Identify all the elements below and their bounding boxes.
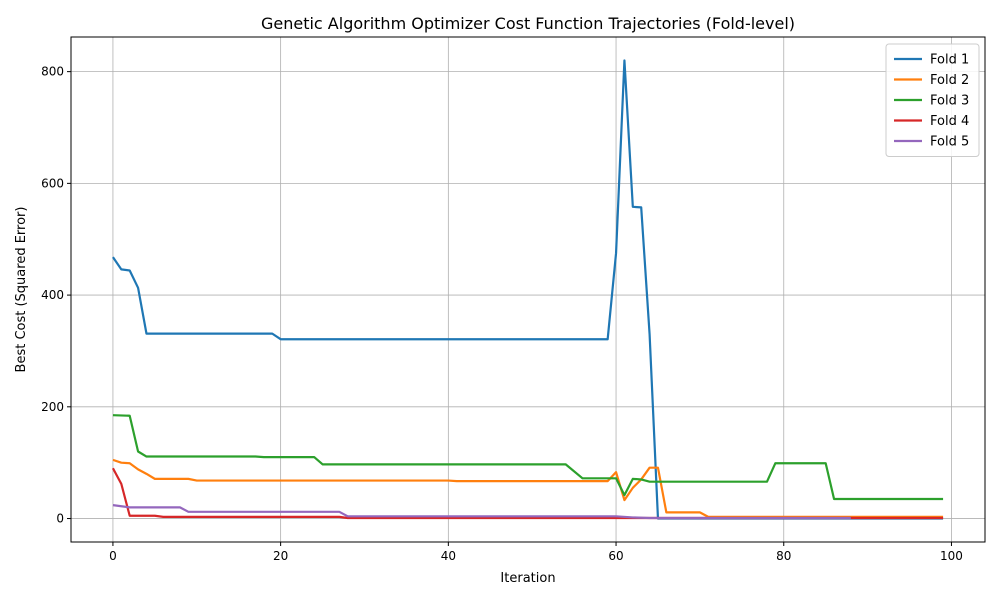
legend: Fold 1 Fold 2 Fold 3 Fold 4 Fold 5 [885, 43, 980, 157]
legend-entry: Fold 1 [930, 53, 969, 68]
x-tick-label: 100 [940, 549, 963, 563]
y-tick-label: 600 [41, 176, 64, 190]
grid [71, 37, 985, 542]
y-tick-label: 800 [41, 65, 64, 79]
legend-entry: Fold 2 [930, 73, 969, 88]
x-axis-title: Iteration [500, 571, 555, 586]
axis-ticks: 0 20 40 60 80 100 0 200 400 600 800 [41, 65, 963, 563]
y-tick-label: 400 [41, 288, 64, 302]
series-line-fold-2 [112, 458, 944, 518]
legend-entry: Fold 5 [930, 135, 969, 150]
x-tick-label: 20 [273, 549, 288, 563]
series-line-fold-1 [112, 59, 944, 520]
y-tick-label: 200 [41, 400, 64, 414]
legend-entry: Fold 3 [930, 94, 969, 109]
series-line-fold-5 [112, 504, 851, 520]
chart-title: Genetic Algorithm Optimizer Cost Functio… [261, 14, 795, 33]
series-line-fold-4 [111, 467, 944, 520]
series-line-fold-3 [112, 414, 944, 501]
y-tick-label: 0 [56, 512, 64, 526]
x-tick-label: 0 [109, 549, 117, 563]
x-tick-label: 80 [776, 549, 791, 563]
series-lines [111, 59, 944, 520]
legend-entry: Fold 4 [930, 114, 969, 129]
plot-frame [70, 36, 986, 543]
legend-box [885, 43, 980, 157]
x-tick-label: 60 [608, 549, 623, 563]
y-axis-title: Best Cost (Squared Error) [14, 207, 29, 373]
x-tick-label: 40 [441, 549, 456, 563]
